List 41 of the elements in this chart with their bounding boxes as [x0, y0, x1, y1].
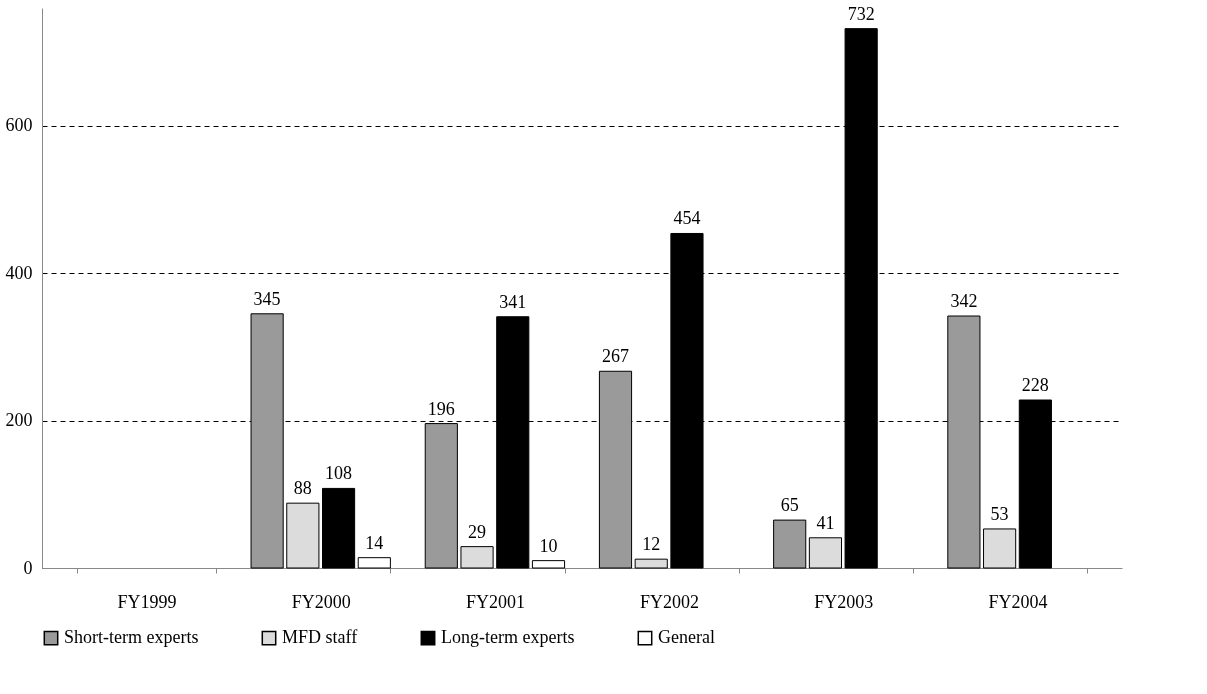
data-label: 341 — [499, 291, 527, 312]
bar — [844, 28, 878, 569]
bar — [634, 558, 668, 569]
x-tick-label: FY2000 — [291, 591, 351, 612]
bar — [460, 546, 494, 569]
x-tick-label: FY1999 — [117, 591, 177, 612]
legend-label: Long-term experts — [441, 627, 575, 648]
data-label: 196 — [427, 398, 455, 419]
bar — [531, 560, 566, 569]
bar — [357, 557, 391, 569]
y-tick-label: 400 — [5, 262, 33, 283]
bar — [983, 528, 1017, 569]
x-tick-label: FY2002 — [640, 591, 700, 612]
data-label: 108 — [325, 463, 353, 484]
bar — [322, 487, 356, 569]
data-label: 10 — [539, 535, 558, 556]
y-tick-label: 200 — [5, 410, 33, 431]
data-label: 41 — [816, 512, 835, 533]
bar — [286, 502, 320, 569]
x-tick-label: FY2003 — [814, 591, 874, 612]
x-tick-label: FY2004 — [988, 591, 1048, 612]
data-label: 342 — [950, 291, 978, 311]
data-label: 53 — [990, 503, 1009, 524]
data-label: 29 — [468, 521, 487, 542]
data-label: 267 — [602, 346, 629, 367]
data-label: 88 — [293, 478, 312, 499]
legend-label: General — [658, 627, 715, 648]
data-label: 454 — [673, 208, 701, 229]
legend-label: MFD staff — [282, 627, 358, 648]
bar — [808, 537, 842, 569]
y-tick-label: 0 — [23, 557, 33, 578]
data-label: 732 — [847, 3, 875, 24]
data-label: 228 — [1021, 375, 1049, 395]
x-tick-label: FY2001 — [465, 591, 525, 612]
y-tick-label: 600 — [5, 115, 33, 136]
data-label: 65 — [780, 495, 799, 516]
bar — [773, 519, 807, 569]
legend-label: Short-term experts — [64, 627, 199, 648]
data-label: 12 — [642, 534, 661, 555]
data-label: 14 — [365, 532, 384, 553]
data-label: 345 — [253, 288, 281, 309]
